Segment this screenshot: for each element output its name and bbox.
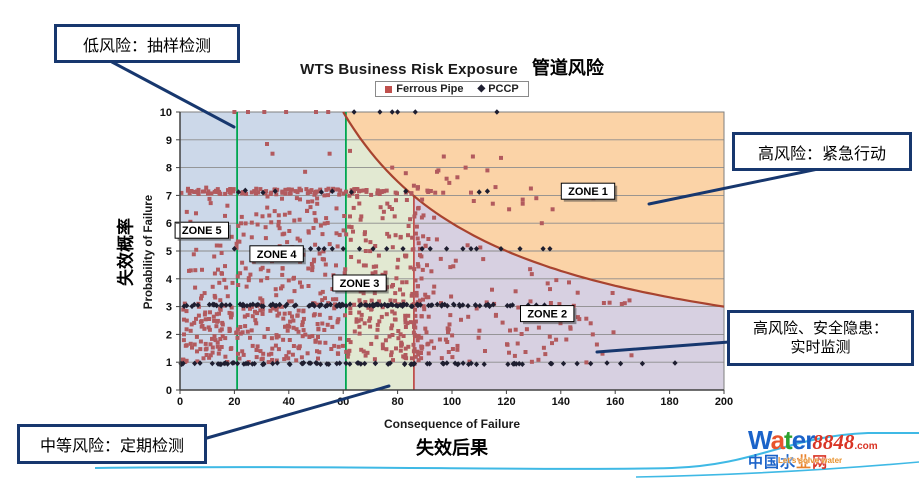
region-orange-above-curve (343, 112, 724, 307)
svg-text:9: 9 (166, 135, 172, 147)
svg-text:20: 20 (228, 396, 240, 408)
svg-text:0: 0 (166, 385, 172, 397)
zone-label-1: ZONE 1 (560, 182, 618, 202)
chart-title-en: WTS Business Risk Exposure (300, 61, 518, 78)
svg-text:1: 1 (166, 357, 172, 369)
legend-box: Ferrous Pipe ◆ PCCP (375, 81, 529, 97)
svg-text:4: 4 (166, 274, 173, 286)
pccp-diamond-marker-icon: ◆ (477, 83, 486, 94)
watermark-cn-char: 国 (764, 454, 781, 471)
watermark-cn-char: 中 (748, 454, 765, 471)
callout-high-risk-monitor-line1: 高风险、安全隐患： (752, 319, 888, 337)
watermark-letter: r (805, 425, 815, 455)
watermark-cn-text: 中国水业网 (748, 454, 828, 471)
callout-connector-3 (595, 340, 731, 354)
svg-text:6: 6 (166, 218, 172, 230)
legend-item-ferrous: Ferrous Pipe (385, 83, 463, 95)
svg-text:8: 8 (166, 163, 172, 175)
watermark-letter: e (791, 425, 807, 455)
watermark-cn-char: 网 (812, 454, 829, 471)
callout-connector-1 (110, 60, 236, 129)
svg-text:180: 180 (660, 396, 678, 408)
svg-text:140: 140 (552, 396, 570, 408)
callout-high-risk-action: 高风险：紧急行动 (732, 132, 912, 171)
watermark-digits: 8848 (812, 430, 855, 454)
swoosh-curve-top (94, 432, 919, 470)
svg-text:ZONE 1: ZONE 1 (568, 186, 608, 198)
callout-medium-risk: 中等风险：定期检测 (17, 424, 207, 464)
svg-text:ZONE 2: ZONE 2 (527, 309, 567, 321)
watermark-cn-char: 业 (796, 454, 813, 471)
svg-text:160: 160 (606, 396, 624, 408)
svg-text:0: 0 (177, 396, 183, 408)
callout-high-risk-monitor-line2: 实时监测 (790, 339, 851, 356)
legend-item-pccp: ◆ PCCP (477, 83, 518, 95)
legend-label-pccp: PCCP (488, 83, 519, 95)
x-axis-label-en: Consequence of Failure (383, 417, 521, 431)
watermark-logo: Water8848.com 中国水业网 Let's solve water (748, 427, 918, 481)
x-axis-label-cn: 失效后果 (416, 438, 488, 458)
chart-legend: Ferrous Pipe ◆ PCCP (180, 81, 724, 97)
ferrous-square-marker-icon (385, 85, 393, 93)
svg-text:40: 40 (283, 396, 295, 408)
svg-text:100: 100 (443, 396, 461, 408)
watermark-letter: W (748, 425, 772, 455)
callout-high-risk-monitor: 高风险、安全隐患： 实时监测 (727, 310, 914, 366)
zone-label-4: ZONE 4 (249, 245, 306, 265)
watermark-brand-text: Water (748, 425, 815, 455)
chart-title-cn: 管道风险 (531, 58, 604, 78)
svg-text:10: 10 (160, 107, 172, 119)
x-tick-labels: 0 20 40 60 80 100 120 140 160 180 200 (177, 390, 733, 408)
watermark-tld: .com (854, 441, 878, 452)
legend-label-ferrous: Ferrous Pipe (396, 83, 464, 95)
callout-connector-2 (647, 167, 820, 206)
svg-text:ZONE 3: ZONE 3 (340, 278, 380, 290)
callout-connector-4 (198, 384, 391, 442)
watermark-letter: t (784, 425, 793, 455)
svg-text:2: 2 (166, 329, 172, 341)
svg-text:7: 7 (166, 190, 172, 202)
watermark-cn-char: 水 (780, 454, 797, 471)
swoosh-curve-bottom (635, 461, 919, 478)
watermark-letter: a (770, 425, 786, 455)
svg-text:3: 3 (166, 302, 172, 314)
watermark-brand-line: Water8848.com (748, 427, 918, 460)
y-tick-labels: 0 1 2 3 4 5 6 7 8 9 10 (160, 107, 180, 397)
callout-low-risk: 低风险：抽样检测 (54, 24, 240, 63)
series-pccp (178, 109, 678, 368)
svg-text:ZONE 4: ZONE 4 (257, 249, 298, 261)
svg-text:5: 5 (166, 246, 172, 258)
zone-label-3: ZONE 3 (332, 274, 389, 294)
chart-title: WTS Business Risk Exposure 管道风险 (180, 54, 724, 80)
watermark-cn-line: 中国水业网 Let's solve water (748, 451, 918, 472)
zone-label-2: ZONE 2 (520, 305, 577, 325)
svg-text:80: 80 (391, 396, 403, 408)
svg-text:ZONE 5: ZONE 5 (182, 225, 222, 237)
svg-text:200: 200 (715, 396, 733, 408)
zone-label-5: ZONE 5 (174, 221, 231, 241)
watermark-slogan: Let's solve water (778, 456, 843, 465)
svg-text:120: 120 (497, 396, 515, 408)
